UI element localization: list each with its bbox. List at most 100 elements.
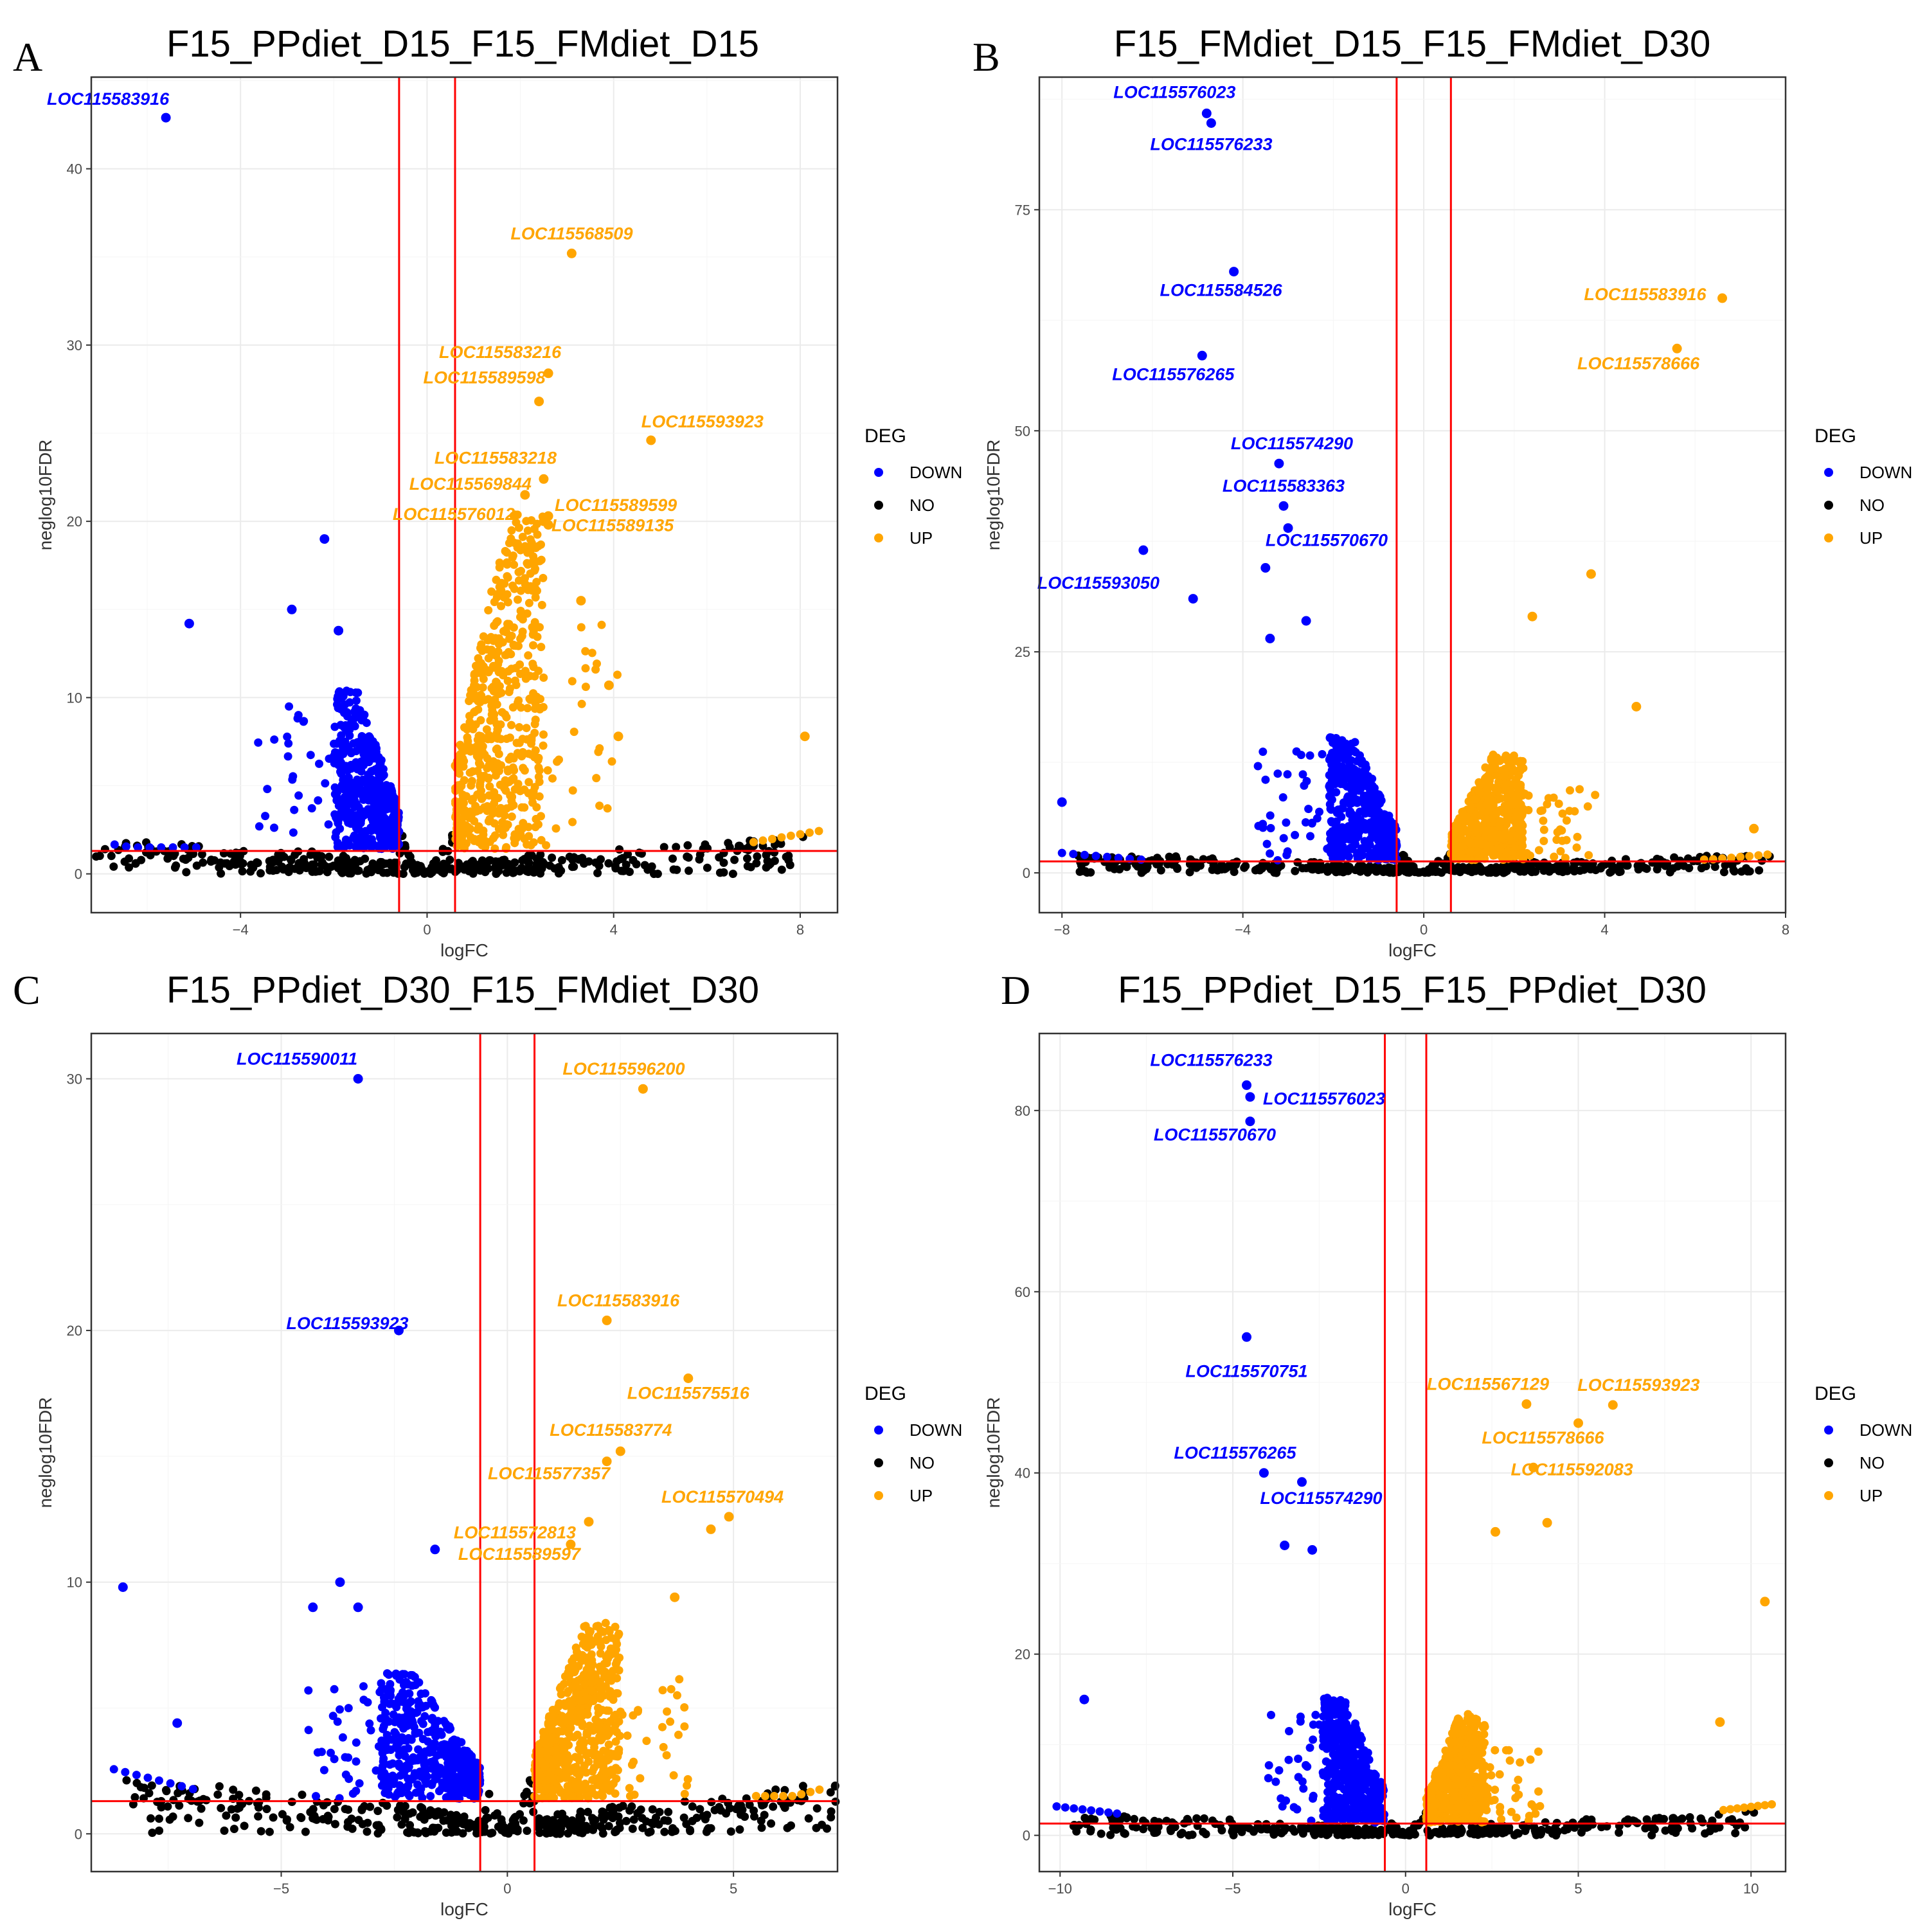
legend-key-no (874, 1458, 883, 1467)
point-up (489, 687, 498, 695)
point-up (472, 742, 481, 751)
panel-letter: C (13, 967, 40, 1013)
point-no (286, 863, 295, 872)
point-up (492, 745, 501, 754)
point-no (265, 863, 274, 872)
point-up (1554, 800, 1563, 809)
point-no (439, 1816, 448, 1825)
point-no (249, 861, 258, 870)
point-down (1325, 733, 1334, 742)
point-up (548, 774, 557, 783)
point-down (1385, 838, 1394, 847)
point-up (577, 623, 586, 632)
point-no (1229, 1830, 1238, 1839)
point-up (521, 574, 529, 583)
point-up (535, 778, 544, 786)
point-up (490, 598, 499, 607)
point-no (1401, 863, 1410, 871)
point-up (463, 733, 472, 742)
data-point-outlier-13 (1265, 634, 1275, 643)
point-down (352, 1757, 361, 1766)
point-up (680, 1722, 689, 1731)
point-up (614, 1745, 623, 1754)
data-point-outlier-13 (334, 625, 344, 636)
point-no (1291, 866, 1300, 875)
point-down (1342, 827, 1351, 836)
point-no (320, 861, 329, 870)
point-no (1192, 1814, 1201, 1823)
point-no (481, 1806, 490, 1814)
point-up (1572, 843, 1581, 852)
point-down (411, 1729, 420, 1738)
point-up (1565, 807, 1574, 816)
point-down (1364, 801, 1373, 810)
point-up (474, 654, 483, 663)
point-down (1358, 851, 1367, 860)
panel-a: LOC115583916LOC115568509LOC115583216LOC1… (13, 23, 962, 960)
point-up (520, 803, 529, 812)
point-no (1385, 865, 1394, 874)
point-down (1344, 756, 1353, 765)
point-no (510, 1813, 519, 1822)
point-up (613, 670, 622, 679)
point-up (524, 598, 533, 607)
point-up (1482, 815, 1491, 824)
point-no (399, 870, 408, 878)
point-down (1304, 805, 1313, 814)
gene-label: LOC115596200 (562, 1059, 685, 1078)
point-down (435, 1787, 444, 1796)
point-no (1358, 864, 1367, 873)
point-no (1555, 866, 1564, 875)
point-up (524, 651, 533, 660)
point-down (1359, 844, 1368, 853)
point-no (735, 841, 743, 850)
point-no (629, 1815, 638, 1824)
point-no (522, 1787, 531, 1796)
point-down (1292, 747, 1301, 756)
point-up (509, 511, 518, 520)
point-no (357, 1805, 366, 1813)
y-tick-label: 0 (75, 866, 82, 882)
point-no (1106, 1830, 1115, 1839)
point-down (177, 1782, 186, 1791)
point-no (1185, 1831, 1193, 1839)
point-no (346, 869, 355, 878)
point-up (527, 750, 536, 759)
point-up (581, 683, 590, 692)
point-no (406, 852, 415, 861)
point-down (330, 1685, 339, 1694)
data-point-loc115589135 (543, 520, 553, 530)
point-down (1259, 819, 1268, 828)
point-no (240, 1821, 249, 1830)
y-tick-label: 10 (67, 1575, 82, 1591)
point-up (663, 1707, 672, 1716)
point-no (769, 1802, 778, 1811)
point-no (404, 1829, 413, 1838)
point-up (507, 720, 515, 729)
point-no (743, 854, 751, 863)
point-down (157, 843, 166, 852)
point-up (503, 598, 512, 607)
point-down (443, 1724, 452, 1732)
data-point-outlier-11 (287, 604, 297, 614)
point-down (1283, 770, 1292, 779)
point-no (826, 1788, 835, 1797)
point-no (1457, 865, 1465, 874)
point-up (1463, 836, 1472, 845)
point-down (1103, 852, 1111, 861)
point-no (767, 1819, 776, 1828)
point-down (1273, 769, 1282, 778)
point-no (628, 1824, 637, 1833)
point-down (336, 767, 345, 776)
x-tick-label: 5 (730, 1881, 737, 1897)
point-up (520, 834, 529, 843)
point-down (388, 1759, 397, 1768)
point-no (469, 857, 477, 866)
gene-label: LOC115575516 (627, 1384, 750, 1403)
point-up (510, 560, 519, 569)
point-no (440, 866, 449, 875)
point-down (166, 1779, 175, 1788)
point-no (215, 1782, 224, 1791)
point-down (377, 1781, 386, 1790)
point-down (386, 1692, 395, 1700)
